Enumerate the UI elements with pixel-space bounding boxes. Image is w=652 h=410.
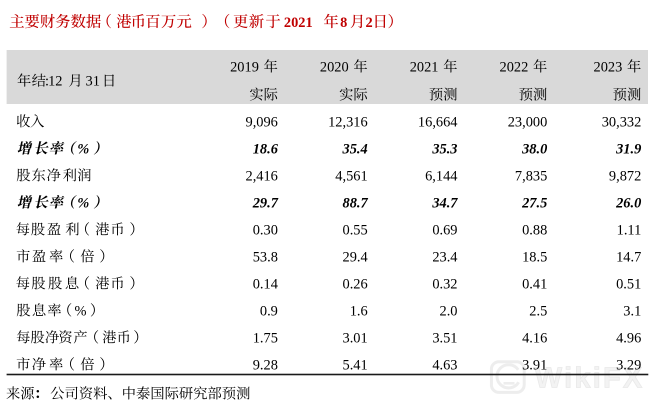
svg-text:5.41: 5.41 — [343, 357, 368, 373]
svg-text:34.7: 34.7 — [431, 195, 458, 211]
svg-text:9.28: 9.28 — [253, 357, 278, 373]
svg-text:1.11: 1.11 — [617, 222, 642, 238]
svg-text:0.51: 0.51 — [616, 276, 641, 292]
svg-text:%: % — [75, 303, 87, 319]
svg-text:29.7: 29.7 — [252, 195, 279, 211]
svg-text:%: % — [77, 141, 89, 157]
svg-text:27.5: 27.5 — [521, 195, 547, 211]
svg-text:2: 2 — [366, 15, 373, 31]
svg-text:23,000: 23,000 — [508, 114, 548, 130]
svg-text:0.55: 0.55 — [343, 222, 368, 238]
svg-text:88.7: 88.7 — [343, 195, 369, 211]
svg-text:0.26: 0.26 — [343, 276, 368, 292]
svg-text:8: 8 — [340, 15, 347, 31]
svg-text:0.88: 0.88 — [522, 222, 547, 238]
svg-text:0.32: 0.32 — [432, 276, 457, 292]
svg-text:2020: 2020 — [320, 60, 349, 76]
svg-text:12,316: 12,316 — [328, 114, 368, 130]
svg-text:0.14: 0.14 — [253, 276, 278, 292]
svg-text:18.6: 18.6 — [253, 141, 279, 157]
svg-text:2.5: 2.5 — [529, 303, 547, 319]
svg-text:2.0: 2.0 — [440, 303, 458, 319]
svg-text:0.41: 0.41 — [522, 276, 547, 292]
svg-text:23.4: 23.4 — [432, 249, 457, 265]
svg-text:2023: 2023 — [594, 60, 623, 76]
svg-text:9,096: 9,096 — [246, 114, 278, 130]
svg-text:4.63: 4.63 — [432, 357, 457, 373]
svg-text:6,144: 6,144 — [425, 168, 457, 184]
svg-text:1.75: 1.75 — [253, 330, 278, 346]
svg-text:2,416: 2,416 — [246, 168, 278, 184]
svg-text:3.51: 3.51 — [432, 330, 457, 346]
svg-text:3.01: 3.01 — [343, 330, 368, 346]
svg-text:4,561: 4,561 — [335, 168, 367, 184]
svg-text:3.1: 3.1 — [623, 303, 641, 319]
svg-text:WikiFX: WikiFX — [535, 362, 645, 394]
svg-text:38.0: 38.0 — [521, 141, 547, 157]
svg-text:2021: 2021 — [410, 60, 439, 76]
svg-text:3.29: 3.29 — [616, 357, 641, 373]
svg-text:35.4: 35.4 — [342, 141, 368, 157]
svg-text:18.5: 18.5 — [522, 249, 547, 265]
svg-text:2019: 2019 — [230, 60, 259, 76]
svg-text:26.0: 26.0 — [615, 195, 641, 211]
svg-text:12: 12 — [48, 74, 62, 90]
svg-text:0.69: 0.69 — [432, 222, 457, 238]
svg-text:9,872: 9,872 — [609, 168, 641, 184]
svg-text:29.4: 29.4 — [343, 249, 368, 265]
svg-text:31.9: 31.9 — [615, 141, 641, 157]
svg-text:16,664: 16,664 — [418, 114, 458, 130]
svg-text:%: % — [77, 195, 89, 211]
svg-text:4.96: 4.96 — [616, 330, 641, 346]
svg-text:2021: 2021 — [284, 15, 313, 31]
svg-text:7,835: 7,835 — [515, 168, 547, 184]
svg-text:30,332: 30,332 — [602, 114, 642, 130]
svg-text:2022: 2022 — [500, 60, 529, 76]
svg-text:53.8: 53.8 — [253, 249, 278, 265]
svg-text::: : — [45, 74, 49, 90]
svg-text:14.7: 14.7 — [616, 249, 641, 265]
svg-text:35.3: 35.3 — [431, 141, 457, 157]
svg-text:0.9: 0.9 — [260, 303, 278, 319]
svg-text:4.16: 4.16 — [522, 330, 547, 346]
svg-text:31: 31 — [86, 74, 100, 90]
svg-text:3.91: 3.91 — [522, 357, 547, 373]
svg-text:1.6: 1.6 — [350, 303, 368, 319]
svg-text:0.30: 0.30 — [253, 222, 278, 238]
